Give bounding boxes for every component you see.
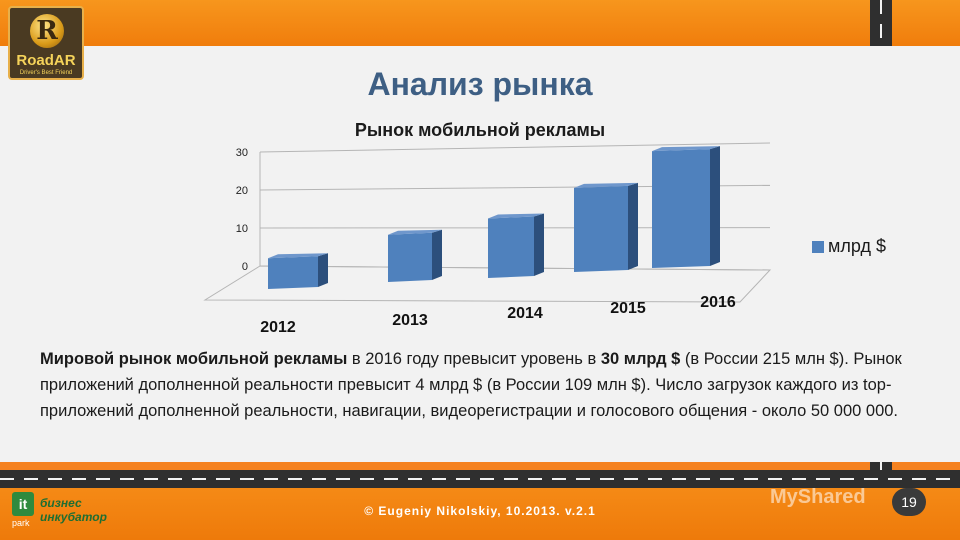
- bar-side: [534, 213, 544, 276]
- chart-legend: млрд $: [812, 236, 886, 257]
- x-category-label: 2012: [260, 319, 296, 336]
- description-value: 30 млрд $: [600, 350, 681, 368]
- header-band: [0, 0, 960, 46]
- bar-front: [268, 256, 318, 289]
- page-number: 19: [892, 488, 926, 516]
- y-tick-label: 20: [236, 185, 248, 197]
- description-text: Мировой рынок мобильной рекламы в 2016 г…: [40, 346, 925, 424]
- legend-label: млрд $: [828, 236, 886, 256]
- itpark-sub: park: [12, 518, 30, 528]
- roadar-logo: R RoadAR Driver's Best Friend: [8, 6, 84, 80]
- x-category-label: 2016: [700, 294, 736, 311]
- slide-title: Анализ рынка: [367, 66, 593, 102]
- gridline: [259, 142, 771, 153]
- bar-top: [488, 213, 544, 219]
- bar-side: [318, 253, 328, 287]
- bar-front: [388, 232, 432, 282]
- chart-title: Рынок мобильной рекламы: [354, 120, 606, 140]
- legend-swatch: [812, 240, 824, 253]
- incubator-label: бизнес инкубатор: [40, 496, 107, 524]
- description-part1: в 2016 году превысит уровень в: [347, 350, 601, 368]
- logo-r-icon: R: [30, 14, 64, 48]
- bar-front: [574, 185, 628, 272]
- chart-bar: [652, 146, 720, 268]
- description-part2: (в России 215 млн $). Рынок приложений д…: [40, 350, 902, 420]
- bar-side: [710, 146, 720, 266]
- bar-top: [388, 229, 442, 235]
- chart-bar: [388, 229, 442, 282]
- bar-front: [652, 149, 710, 268]
- bar-top: [574, 182, 638, 188]
- y-tick-label: 10: [236, 223, 248, 235]
- bar-side: [628, 182, 638, 270]
- logo-tagline: Driver's Best Friend: [19, 70, 73, 76]
- watermark: MyShared: [770, 486, 866, 508]
- x-category-label: 2013: [392, 312, 428, 329]
- bar-side: [432, 229, 442, 280]
- itpark-logo: it: [12, 492, 34, 516]
- bar-top: [652, 146, 720, 152]
- description-lead: Мировой рынок мобильной рекламы: [40, 350, 348, 368]
- x-category-label: 2015: [610, 300, 646, 317]
- y-tick-label: 30: [236, 147, 248, 159]
- road-decoration-bottom: [0, 470, 960, 488]
- footer-band: [0, 488, 960, 540]
- bar-front: [488, 216, 534, 278]
- incubator-line2: инкубатор: [40, 510, 107, 524]
- x-category-label: 2014: [507, 305, 543, 322]
- chart-bar: [268, 253, 328, 289]
- chart-bar: [574, 182, 638, 272]
- bar-top: [268, 253, 328, 259]
- incubator-line1: бизнес: [40, 496, 82, 510]
- y-tick-label: 0: [242, 261, 248, 273]
- footer-credit: © Eugeniy Nikolskiy, 10.2013. v.2.1: [364, 504, 596, 518]
- logo-name: RoadAR: [16, 52, 76, 69]
- content-panel: [0, 46, 960, 462]
- chart-bar: [488, 213, 544, 278]
